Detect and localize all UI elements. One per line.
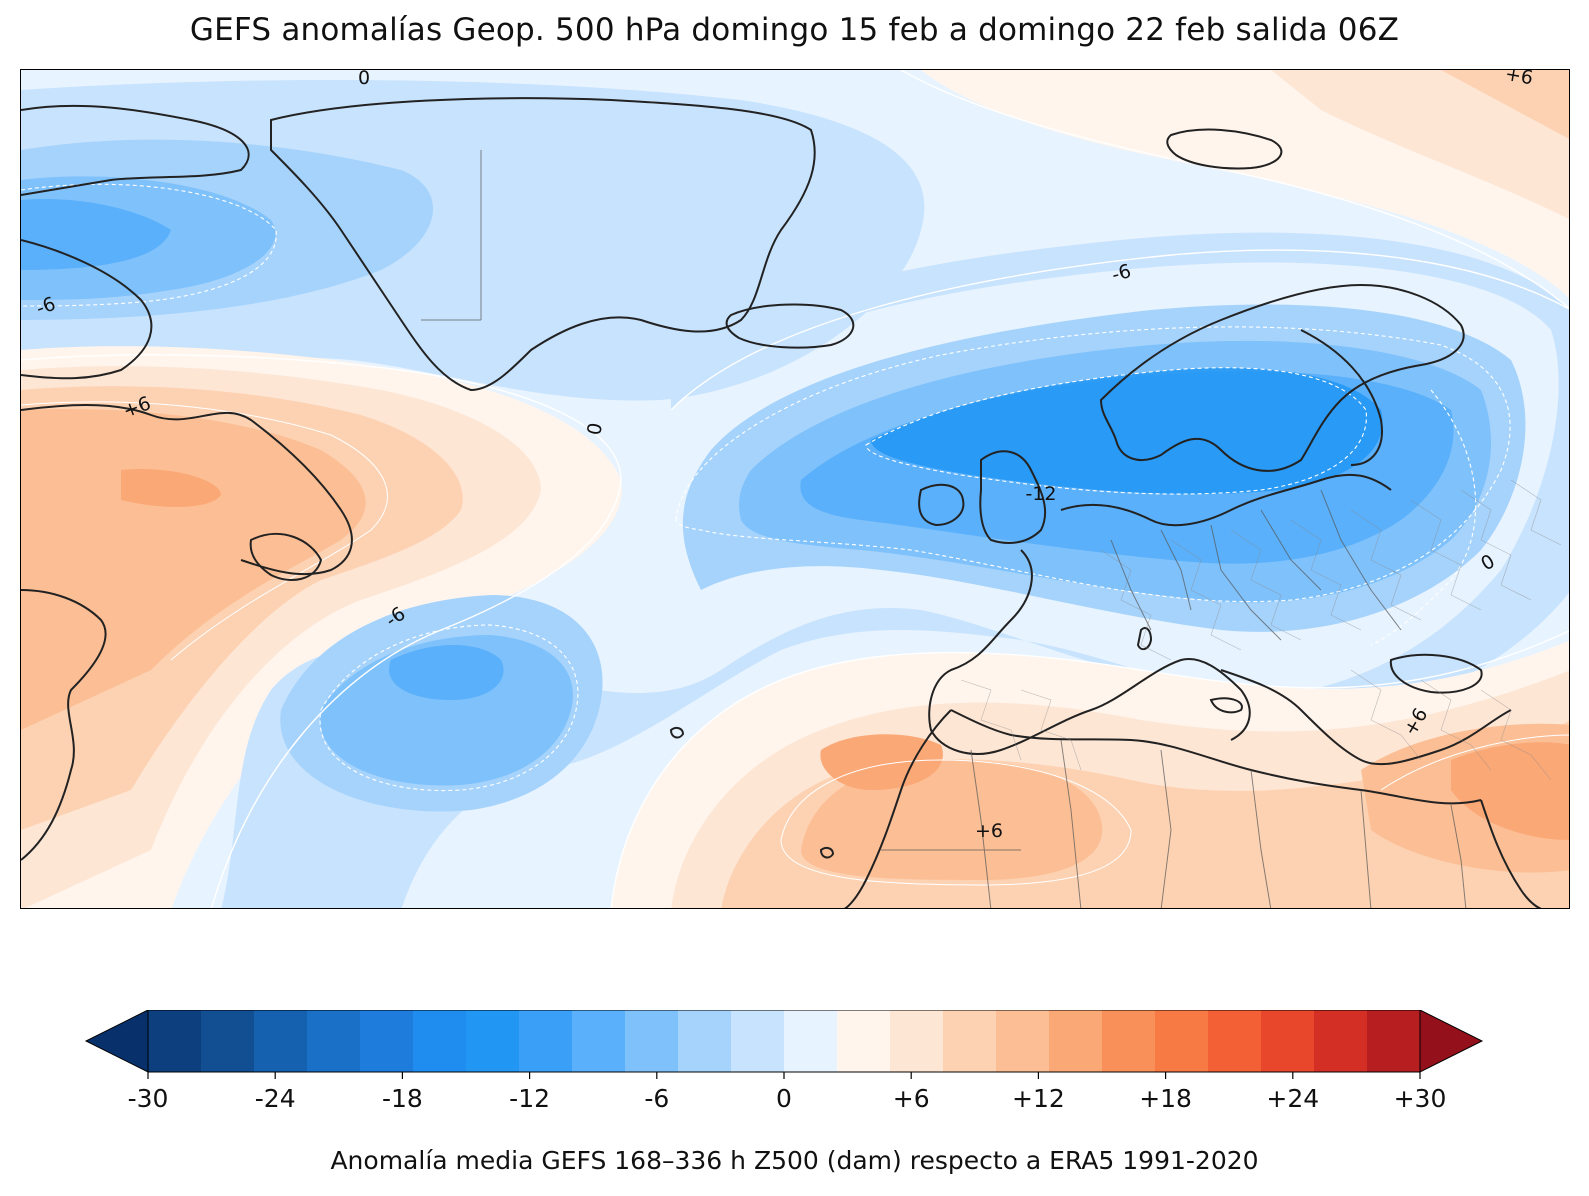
colorbar-tick-label: 0 [776,1084,792,1113]
colorbar-cell [625,1010,679,1072]
anomaly-shading [21,70,1569,908]
colorbar-cell [1208,1010,1262,1072]
colorbar-tick-label: +6 [893,1084,930,1113]
map-panel: 0 +6 -6 -6 +6 0 -6 -12 +6 0 +6 [20,69,1570,909]
colorbar-cell [254,1010,308,1072]
colorbar-cell [890,1010,944,1072]
contour-label: -12 [1025,483,1056,505]
colorbar-tick-label: -12 [509,1084,550,1113]
colorbar-tick-label: -18 [382,1084,423,1113]
colorbar-cell [413,1010,467,1072]
colorbar-cell [519,1010,573,1072]
colorbar-cell [1155,1010,1209,1072]
colorbar-cell [996,1010,1050,1072]
colorbar-cell [307,1010,361,1072]
colorbar-label: Anomalía media GEFS 168–336 h Z500 (dam)… [330,1146,1259,1175]
colorbar-cell [837,1010,891,1072]
colorbar-cell [1049,1010,1103,1072]
contour-label: 0 [583,421,607,437]
colorbar-cell [1102,1010,1156,1072]
colorbar-cell [148,1010,202,1072]
colorbar-cell [678,1010,732,1072]
colorbar-cell [943,1010,997,1072]
anomaly-map: 0 +6 -6 -6 +6 0 -6 -12 +6 0 +6 [21,70,1569,908]
colorbar-cell [1261,1010,1315,1072]
map-title: GEFS anomalías Geop. 500 hPa domingo 15 … [189,12,1400,48]
colorbar-cell [784,1010,838,1072]
colorbar-tick-label: -30 [128,1084,169,1113]
colorbar-tick-label: -6 [644,1084,669,1113]
colorbar-extend-min [84,1010,149,1073]
colorbar-cell [360,1010,414,1072]
contour-label: +6 [975,820,1003,842]
colorbar-tick-label: +30 [1394,1084,1447,1113]
colorbar-cell [1367,1010,1421,1072]
colorbar-tick-label: +18 [1139,1084,1192,1113]
contour-label: 0 [358,70,370,89]
colorbar-tick-label: +24 [1266,1084,1319,1113]
colorbar-extend-max [1419,1010,1484,1073]
colorbar-cell [201,1010,255,1072]
colorbar-cell [731,1010,785,1072]
colorbar-tick-label: -24 [255,1084,296,1113]
coastlines [21,97,1542,908]
colorbar-cell [1314,1010,1368,1072]
colorbar-cell [572,1010,626,1072]
colorbar-cell [466,1010,520,1072]
colorbar-tick-label: +12 [1012,1084,1065,1113]
country-borders [421,150,1467,908]
contour-label: +6 [1503,70,1534,89]
region-borders [960,479,1562,781]
colorbar: -30 -24 -18 -12 -6 0 +6 +12 +18 +24 +30 [84,1010,1484,1113]
